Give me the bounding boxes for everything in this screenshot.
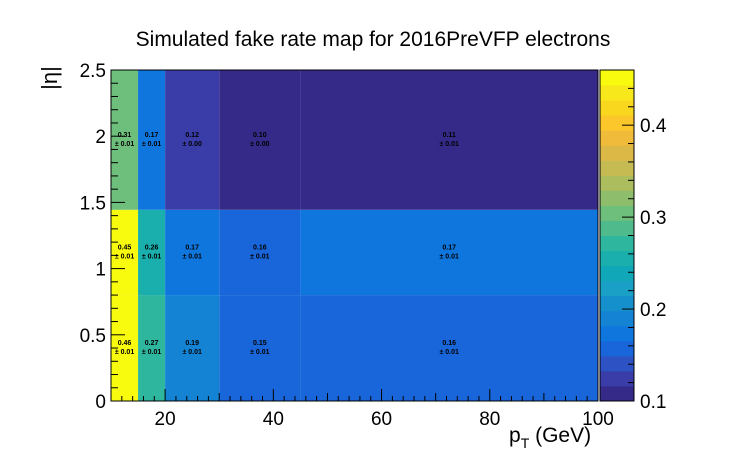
colorbar-swatch [600,220,634,236]
x-tick-label: 40 [263,409,284,430]
x-tick-label: 80 [479,409,500,430]
cell-value-label: 0.16 [253,244,267,251]
colorbar-swatch [600,70,634,86]
colorbar-swatch [600,235,634,252]
cell-error-label: ± 0.01 [182,349,202,356]
y-tick-label: 1 [95,260,106,281]
y-tick-label: 0.5 [80,326,106,347]
cell-value-label: 0.26 [145,244,159,251]
cell-value-label: 0.17 [442,244,456,251]
heatmap-cell [300,209,598,296]
colorbar: 0.1 0.2 0.3 0.4 [599,69,667,413]
cell-value-label: 0.15 [253,340,267,347]
colorbar-swatch [600,100,634,116]
y-tick-label: 2 [95,127,106,148]
colorbar-tick-label: 0.2 [640,300,666,321]
x-tick-label: 20 [155,409,176,430]
colorbar-swatch [600,385,634,402]
colorbar-tick-label: 0.4 [640,116,667,137]
y-tick-label: 2.5 [80,61,106,82]
y-axis-label: |η| [37,66,62,90]
cell-error-label: ± 0.00 [182,141,202,148]
cell-error-label: ± 0.01 [142,253,162,260]
x-axis: 20 40 60 80 100 [110,389,614,430]
heatmap-cell [219,295,301,401]
cell-value-label: 0.16 [442,340,456,347]
cell-value-label: 0.11 [443,132,456,139]
y-tick-label: 1.5 [80,193,106,214]
heatmap-cell [219,209,301,296]
y-axis: 0 0.5 1 1.5 2 2.5 [80,61,125,413]
heatmap-cells [111,70,598,401]
colorbar-swatch [600,310,634,327]
x-tick-label: 60 [371,409,392,430]
cell-value-label: 0.19 [185,340,199,347]
colorbar-swatch [600,340,634,357]
x-axis-label: pT (GeV) [509,424,591,451]
cell-value-label: 0.45 [118,244,132,251]
colorbar-swatch [600,325,634,342]
colorbar-swatch [600,370,634,387]
heatmap-cell [300,295,598,401]
heatmap-cell [165,70,220,210]
cell-value-label: 0.17 [145,132,159,139]
x-axis-label-rest: (GeV) [529,424,591,447]
colorbar-swatch [600,250,634,267]
heatmap-cell [165,209,220,296]
heatmap-cell [165,295,220,401]
cell-value-label: 0.17 [185,244,199,251]
colorbar-swatch [600,205,634,221]
colorbar-swatch [600,85,634,101]
colorbar-swatch [600,145,634,161]
colorbar-swatch [600,115,634,131]
cell-value-label: 0.12 [185,132,199,139]
cell-error-label: ± 0.01 [115,141,135,148]
cell-error-label: ± 0.01 [439,253,459,260]
heatmap-cell-labels: 0.46 ± 0.01 0.27 ± 0.01 0.19 ± 0.01 0.15 ± 0.01… [115,132,459,356]
colorbar-swatch [600,175,634,191]
colorbar-tick-label: 0.1 [640,392,666,413]
heatmap-cell [111,209,139,296]
colorbar-swatch [600,280,634,297]
cell-error-label: ± 0.01 [439,349,459,356]
cell-error-label: ± 0.00 [250,141,270,148]
cell-error-label: ± 0.01 [142,141,162,148]
colorbar-swatch [600,190,634,206]
heatmap-cell [138,70,166,210]
cell-error-label: ± 0.01 [142,349,162,356]
cell-error-label: ± 0.01 [182,253,202,260]
colorbar-tick-label: 0.3 [640,208,666,229]
cell-error-label: ± 0.01 [115,253,135,260]
chart-title: Simulated fake rate map for 2016PreVFP e… [135,28,611,51]
colorbar-swatch [600,265,634,282]
y-tick-label: 0 [95,392,106,413]
colorbar-swatch [600,160,634,176]
cell-error-label: ± 0.01 [250,253,270,260]
cell-value-label: 0.10 [253,132,267,139]
colorbar-swatch [600,295,634,312]
x-tick-label: 100 [582,409,614,430]
cell-error-label: ± 0.01 [250,349,270,356]
x-axis-label-sub: T [521,435,530,451]
heatmap-cell [111,70,139,210]
x-axis-label-base: p [509,424,521,447]
cell-error-label: ± 0.01 [115,349,135,356]
cell-value-label: 0.31 [118,132,132,139]
heatmap-cell [219,70,301,210]
colorbar-swatch [600,355,634,372]
colorbar-swatch [600,130,634,146]
heatmap-cell [138,295,166,401]
plot-frame [110,69,599,402]
cell-value-label: 0.27 [145,340,159,347]
heatmap-cell [300,70,598,210]
heatmap-cell [138,209,166,296]
cell-value-label: 0.46 [118,340,132,347]
cell-error-label: ± 0.01 [439,141,459,148]
